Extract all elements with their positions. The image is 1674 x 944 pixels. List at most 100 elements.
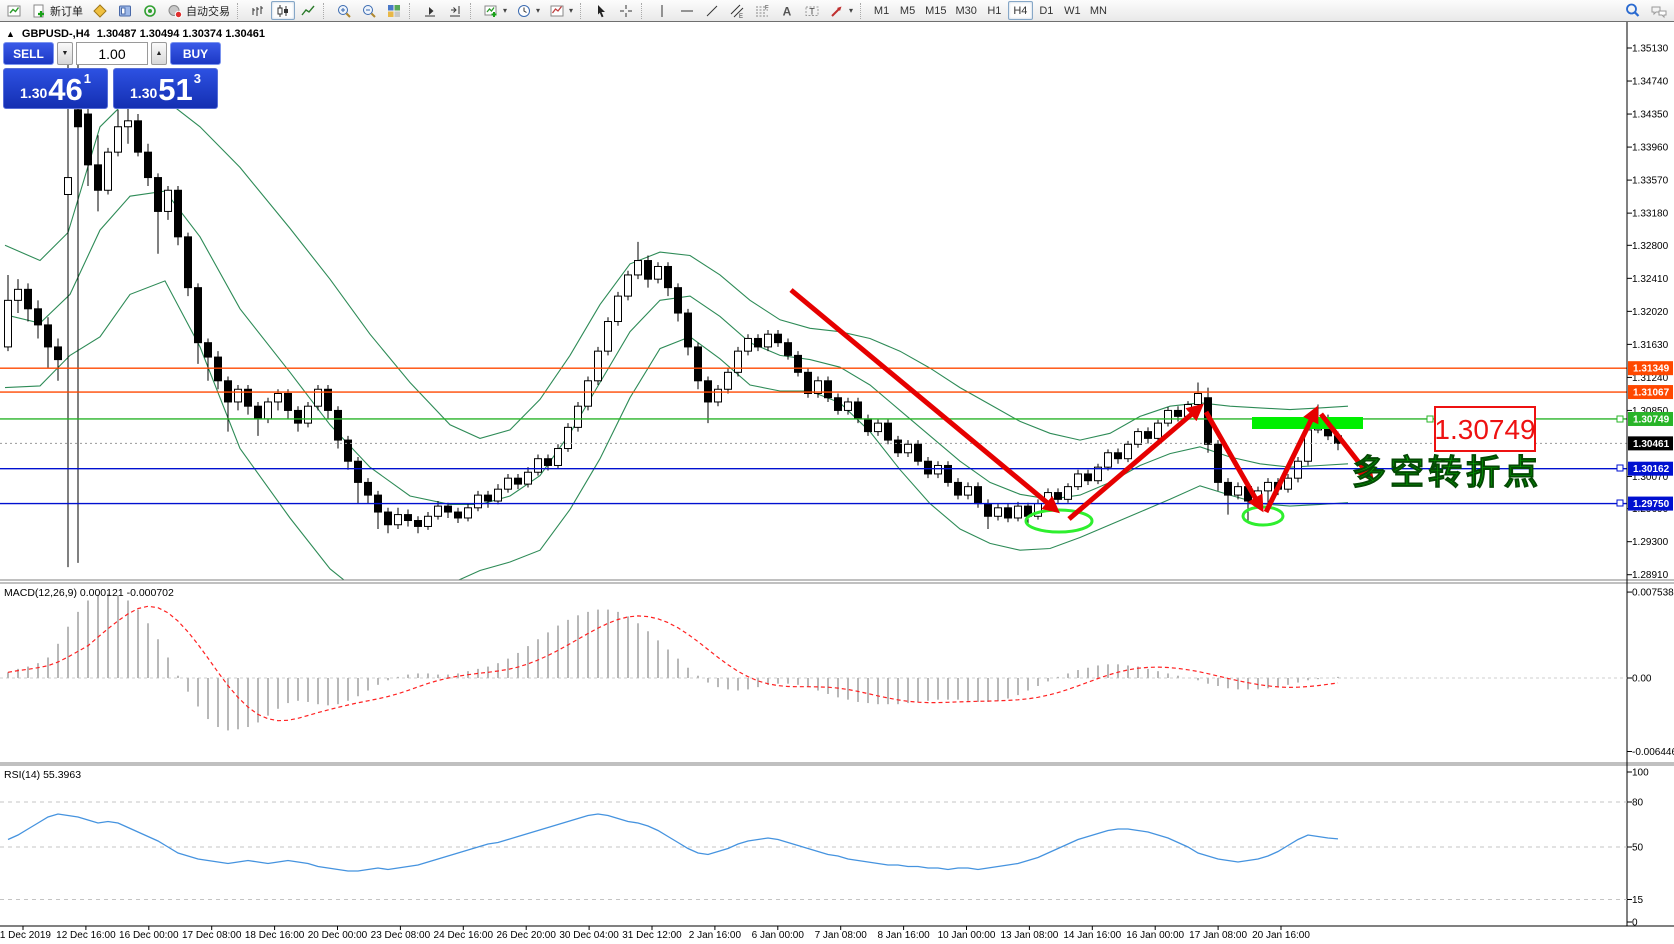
annotation-arrow-4[interactable]: [1263, 405, 1319, 514]
time-axis-label[interactable]: 10 Jan 00:00: [938, 930, 996, 941]
arrows-tool-icon[interactable]: ▾: [825, 1, 857, 20]
sell-price-button[interactable]: 1.30 46 1: [3, 68, 108, 109]
bar-chart-icon[interactable]: [246, 1, 270, 20]
templates-button[interactable]: ▾: [545, 1, 577, 20]
line-selection-handle[interactable]: [1616, 464, 1624, 472]
annotation-arrow-3[interactable]: [1203, 410, 1264, 513]
candlestick: [104, 147, 112, 195]
candlestick-chart-icon[interactable]: [271, 1, 295, 20]
candle-body: [184, 236, 192, 289]
timeframe-M15[interactable]: M15: [925, 4, 947, 17]
chat-icon[interactable]: [1646, 1, 1672, 20]
tile-windows-icon[interactable]: [382, 1, 406, 20]
candle-body: [1084, 473, 1092, 482]
new-chart-button[interactable]: ▾: [479, 1, 511, 20]
time-axis-label[interactable]: 17 Jan 08:00: [1189, 930, 1247, 941]
timeframe-M30[interactable]: M30: [955, 4, 977, 17]
candle-body: [1074, 473, 1082, 488]
time-axis-label[interactable]: 8 Jan 16:00: [877, 930, 930, 941]
timeframe-M5[interactable]: M5: [899, 4, 916, 17]
line-selection-handle[interactable]: [1426, 415, 1434, 423]
periods-button[interactable]: ▾: [512, 1, 544, 20]
new-order-button[interactable]: 新订单: [27, 1, 87, 20]
timeframe-W1[interactable]: W1: [1064, 4, 1081, 17]
buy-price-button[interactable]: 1.30 51 3: [113, 68, 218, 109]
time-axis-label[interactable]: 26 Dec 20:00: [496, 930, 556, 941]
candle-body: [874, 422, 882, 433]
time-axis-label[interactable]: 30 Dec 04:00: [559, 930, 619, 941]
candlestick: [834, 393, 842, 415]
time-axis-label[interactable]: 31 Dec 12:00: [622, 930, 682, 941]
price-callout-box[interactable]: [1434, 406, 1536, 452]
buy-button[interactable]: BUY: [170, 42, 221, 65]
toolbar-separator: [237, 2, 243, 19]
chart-area[interactable]: MACD(12,26,9) 0.000121 -0.000702 0.007538…: [0, 22, 1674, 944]
trendline-icon[interactable]: [700, 1, 724, 20]
candlestick: [954, 478, 962, 500]
search-icon[interactable]: [1620, 1, 1645, 20]
time-axis-label[interactable]: 14 Jan 16:00: [1063, 930, 1121, 941]
time-axis-label[interactable]: 6 Jan 00:00: [752, 930, 805, 941]
line-selection-handle[interactable]: [1616, 415, 1624, 423]
time-axis-label[interactable]: 13 Jan 08:00: [1000, 930, 1058, 941]
data-window-icon[interactable]: [138, 1, 162, 20]
zoom-in-icon[interactable]: [332, 1, 356, 20]
text-tool-icon[interactable]: A: [775, 1, 799, 20]
candle-body: [824, 380, 832, 399]
timeframe-M1[interactable]: M1: [873, 4, 890, 17]
autotrading-button[interactable]: 自动交易: [163, 1, 234, 20]
crosshair-icon[interactable]: [614, 1, 638, 20]
time-axis-label[interactable]: 16 Dec 00:00: [119, 930, 179, 941]
candlestick: [914, 440, 922, 466]
time-axis-label[interactable]: 20 Dec 00:00: [308, 930, 368, 941]
cursor-icon[interactable]: [589, 1, 613, 20]
volume-down-button[interactable]: ▼: [57, 42, 73, 65]
fibonacci-icon[interactable]: F: [750, 1, 774, 20]
collapse-panel-icon[interactable]: ▲: [6, 29, 15, 39]
candle-body: [304, 405, 312, 424]
candlestick: [884, 418, 892, 445]
volume-input[interactable]: 1.00: [76, 42, 148, 65]
time-axis-label[interactable]: 17 Dec 08:00: [182, 930, 242, 941]
price-axis-label: 1.35130: [1632, 44, 1669, 55]
text-label-icon[interactable]: T: [800, 1, 824, 20]
timeframe-D1[interactable]: D1: [1039, 4, 1054, 17]
chart-shift-icon[interactable]: [443, 1, 467, 20]
annotation-arrow-2[interactable]: [1067, 403, 1204, 521]
timeframe-MN[interactable]: MN: [1089, 4, 1107, 17]
price-axis-label: 1.31240: [1632, 373, 1669, 384]
time-axis-label[interactable]: 2 Jan 16:00: [689, 930, 742, 941]
candlestick: [14, 279, 22, 314]
candlestick: [424, 512, 432, 530]
time-axis-label[interactable]: 7 Jan 08:00: [815, 930, 868, 941]
timeframe-H1[interactable]: H1: [987, 4, 1002, 17]
candle-body: [894, 439, 902, 454]
time-axis-label[interactable]: 18 Dec 16:00: [245, 930, 305, 941]
annotation-arrow-5[interactable]: [1319, 412, 1375, 483]
zoom-out-icon[interactable]: [357, 1, 381, 20]
time-axis-label[interactable]: 11 Dec 2019: [0, 930, 51, 941]
time-axis-label[interactable]: 24 Dec 16:00: [434, 930, 494, 941]
line-selection-handle[interactable]: [1616, 499, 1624, 507]
equidistant-channel-icon[interactable]: E: [725, 1, 749, 20]
line-chart-icon[interactable]: [296, 1, 320, 20]
time-axis-label[interactable]: 23 Dec 08:00: [371, 930, 431, 941]
time-axis-label[interactable]: 20 Jan 16:00: [1252, 930, 1310, 941]
navigator-icon[interactable]: [113, 1, 137, 20]
macd-signal-line: [7, 605, 1339, 722]
auto-scroll-icon[interactable]: [418, 1, 442, 20]
candlestick: [244, 385, 252, 415]
candlestick: [454, 507, 462, 524]
time-axis-label[interactable]: 16 Jan 00:00: [1126, 930, 1184, 941]
window-icon[interactable]: [2, 1, 26, 20]
time-axis-label[interactable]: 12 Dec 16:00: [56, 930, 116, 941]
horizontal-line-icon[interactable]: [675, 1, 699, 20]
sell-button[interactable]: SELL: [3, 42, 54, 65]
toolbar-separator: [470, 2, 476, 19]
vertical-line-icon[interactable]: [650, 1, 674, 20]
timeframe-H4[interactable]: H4: [1007, 1, 1033, 20]
annotation-arrow-1[interactable]: [789, 288, 1060, 514]
market-watch-icon[interactable]: [88, 1, 112, 20]
volume-up-button[interactable]: ▲: [151, 42, 167, 65]
price-callout-text: 1.30749: [1434, 414, 1535, 445]
